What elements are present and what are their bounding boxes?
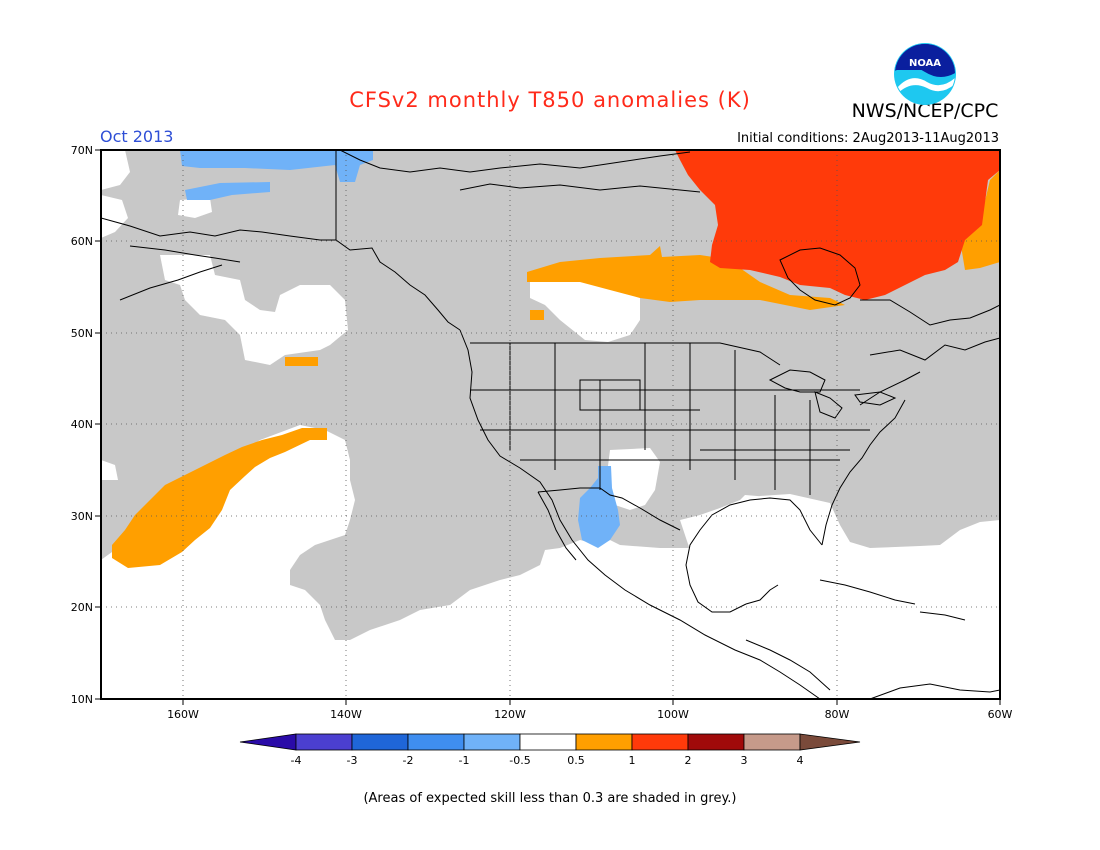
colorbar-swatch	[743, 733, 801, 751]
colorbar-swatch	[351, 733, 409, 751]
colorbar-swatch	[407, 733, 465, 751]
cool-anomalies	[180, 150, 620, 548]
lon-label: 60W	[988, 708, 1013, 721]
initial-conditions-label: Initial conditions: 2Aug2013-11Aug2013	[737, 131, 999, 146]
colorbar-swatch	[519, 733, 577, 751]
map-canvas	[101, 150, 1000, 699]
lat-label: 50N	[71, 327, 93, 340]
colorbar-swatch	[295, 733, 353, 751]
axis-ticks	[95, 149, 1001, 705]
colorbar-swatch	[463, 733, 521, 751]
warm-anomalies-strong	[675, 150, 1000, 300]
colorbar-label: 4	[797, 754, 804, 767]
colorbar-swatch	[239, 733, 297, 751]
colorbar-label: 2	[685, 754, 692, 767]
colorbar-label: -0.5	[509, 754, 530, 767]
lon-label: 80W	[825, 708, 850, 721]
lat-label: 40N	[71, 418, 93, 431]
colorbar-label: -4	[291, 754, 302, 767]
colorbar-label: -3	[347, 754, 358, 767]
colorbar-label: -2	[403, 754, 414, 767]
lat-label: 60N	[71, 235, 93, 248]
lat-label: 30N	[71, 510, 93, 523]
lon-label: 100W	[657, 708, 689, 721]
noaa-logo: NOAA	[894, 43, 956, 105]
lon-label: 140W	[330, 708, 362, 721]
colorbar-swatch	[575, 733, 633, 751]
agency-label: NWS/NCEP/CPC	[851, 100, 999, 122]
lat-label: 10N	[71, 693, 93, 706]
colorbar-label: 0.5	[567, 754, 585, 767]
lon-label: 120W	[494, 708, 526, 721]
skill-footnote: (Areas of expected skill less than 0.3 a…	[363, 791, 737, 806]
colorbar-label: -1	[459, 754, 470, 767]
colorbar-swatch	[631, 733, 689, 751]
colorbar-swatch	[687, 733, 745, 751]
lat-label: 70N	[71, 144, 93, 157]
lon-label: 160W	[167, 708, 199, 721]
longitude-labels: 160W 140W 120W 100W 80W 60W	[167, 708, 1012, 721]
valid-month-label: Oct 2013	[100, 127, 174, 146]
latitude-labels: 70N 60N 50N 40N 30N 20N 10N	[71, 144, 93, 706]
lat-label: 20N	[71, 601, 93, 614]
colorbar-swatch	[799, 733, 861, 751]
colorbar-labels: -4 -3 -2 -1 -0.5 0.5 1 2 3 4	[291, 754, 804, 767]
colorbar-swatches	[239, 733, 861, 751]
svg-text:NOAA: NOAA	[909, 58, 941, 69]
warm-anomalies-moderate	[112, 170, 1000, 568]
colorbar-label: 1	[629, 754, 636, 767]
colorbar-label: 3	[741, 754, 748, 767]
map-outlines	[101, 150, 1000, 699]
map-title: CFSv2 monthly T850 anomalies (K)	[349, 88, 751, 112]
